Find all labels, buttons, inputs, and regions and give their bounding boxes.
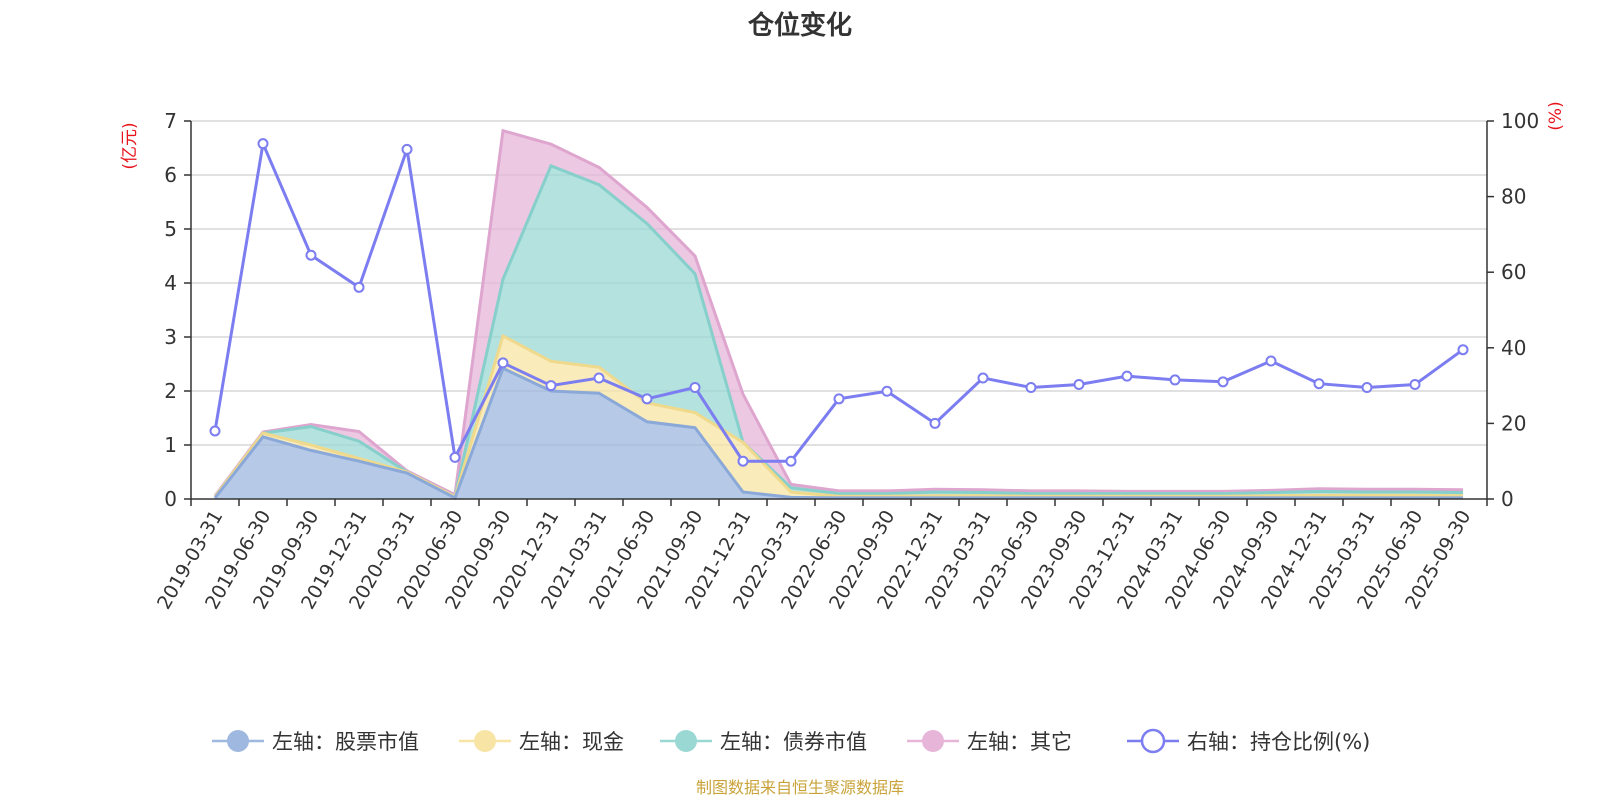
left-tick-label: 5 — [164, 217, 177, 241]
area-edge-2 — [213, 163, 1464, 500]
legend-label: 左轴：现金 — [519, 730, 624, 754]
right-tick-label: 0 — [1501, 487, 1514, 511]
legend-dot — [227, 730, 249, 752]
legend-label: 右轴：持仓比例(%) — [1187, 730, 1370, 754]
right-tick-label: 40 — [1501, 336, 1526, 360]
chart-title: 仓位变化 — [747, 10, 852, 41]
area-edge-3 — [213, 128, 1464, 497]
source-note: 制图数据来自恒生聚源数据库 — [696, 778, 904, 797]
ratio-point — [689, 381, 701, 393]
legend-item-4: 右轴：持仓比例(%) — [1127, 728, 1370, 754]
legend-item-0: 左轴：股票市值 — [212, 730, 419, 754]
ratio-point — [593, 372, 605, 384]
ratio-point — [305, 249, 317, 261]
legend-ring — [1140, 728, 1166, 754]
ratio-point — [1313, 378, 1325, 390]
area-2 — [215, 165, 1463, 497]
left-tick-label: 3 — [164, 325, 177, 349]
legend-dot — [922, 730, 944, 752]
ratio-line-path — [213, 138, 1464, 463]
left-tick-label: 4 — [164, 271, 177, 295]
right-tick-label: 100 — [1501, 109, 1539, 133]
right-tick-label: 80 — [1501, 185, 1526, 209]
legend-label: 左轴：股票市值 — [272, 730, 419, 754]
left-axis-unit: (亿元) — [120, 122, 140, 169]
legend: 左轴：股票市值 左轴：现金 左轴：债券市值 左轴：其它 右轴：持仓比例(%) — [212, 728, 1370, 754]
left-tick-label: 0 — [164, 487, 177, 511]
ratio-point — [1361, 381, 1373, 393]
ratio-point — [353, 281, 365, 293]
area-edge-0 — [213, 366, 1463, 501]
ratio-point — [449, 451, 461, 463]
legend-item-1: 左轴：现金 — [459, 730, 624, 754]
ratio-point — [545, 380, 557, 392]
ratio-point — [257, 138, 269, 150]
ratio-point — [737, 455, 749, 467]
legend-item-2: 左轴：债券市值 — [660, 730, 867, 754]
ratio-point — [785, 455, 797, 467]
left-tick-label: 1 — [164, 433, 177, 457]
right-tick-label: 60 — [1501, 260, 1526, 284]
ratio-point — [641, 393, 653, 405]
ratio-point — [977, 372, 989, 384]
ratio-point — [833, 393, 845, 405]
area-0 — [215, 368, 1463, 499]
left-tick-label: 2 — [164, 379, 177, 403]
left-tick-label: 7 — [164, 109, 177, 133]
legend-dot — [675, 730, 697, 752]
ratio-point — [881, 385, 893, 397]
right-tick-label: 20 — [1501, 411, 1526, 435]
ratio-point — [1121, 370, 1133, 382]
legend-dot — [474, 730, 496, 752]
left-tick-label: 6 — [164, 163, 177, 187]
ratio-point — [1457, 344, 1469, 356]
area-1 — [215, 335, 1463, 498]
grid-lines — [191, 120, 1487, 446]
ratio-point — [1025, 381, 1037, 393]
legend-label: 左轴：债券市值 — [720, 730, 867, 754]
area-3 — [215, 130, 1463, 497]
ratio-point — [1169, 374, 1181, 386]
right-axis-unit: (%) — [1546, 101, 1566, 130]
ratio-point — [1265, 355, 1277, 367]
ratio-point — [401, 143, 413, 155]
ratio-point — [929, 417, 941, 429]
legend-label: 左轴：其它 — [967, 730, 1072, 754]
axes: 012345670204060801002019-03-312019-06-30… — [153, 109, 1539, 613]
ratio-point — [1217, 376, 1229, 388]
legend-item-3: 左轴：其它 — [907, 730, 1072, 754]
ratio-point — [1073, 378, 1085, 390]
stacked-areas — [213, 128, 1464, 501]
ratio-point — [209, 425, 221, 437]
ratio-point — [1409, 378, 1421, 390]
ratio-point — [497, 357, 509, 369]
ratio-line — [209, 138, 1469, 467]
